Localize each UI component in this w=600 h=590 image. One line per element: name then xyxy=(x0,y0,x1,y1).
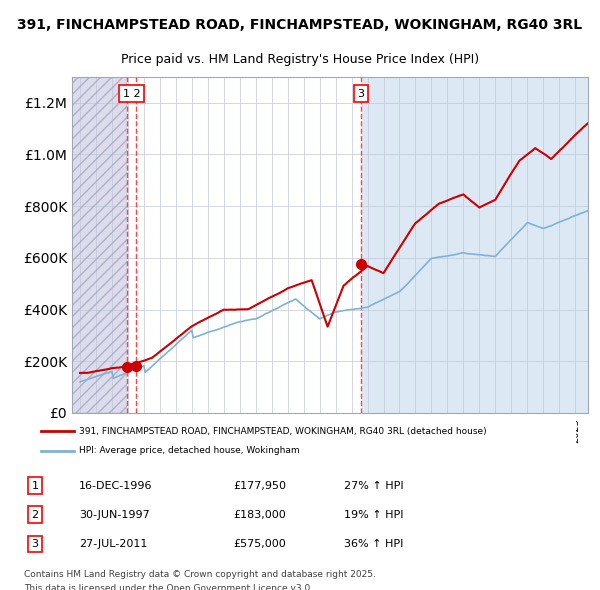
391, FINCHAMPSTEAD ROAD, FINCHAMPSTEAD, WOKINGHAM, RG40 3RL (detached house) xyxy=(352,272,359,279)
FancyBboxPatch shape xyxy=(0,406,600,477)
Text: 1: 1 xyxy=(32,481,38,490)
Text: 391, FINCHAMPSTEAD ROAD, FINCHAMPSTEAD, WOKINGHAM, RG40 3RL: 391, FINCHAMPSTEAD ROAD, FINCHAMPSTEAD, … xyxy=(17,18,583,32)
Text: £575,000: £575,000 xyxy=(234,539,287,549)
Text: 16-DEC-1996: 16-DEC-1996 xyxy=(79,481,152,490)
HPI: Average price, detached house, Wokingham: (2e+03, 3.51e+05): Average price, detached house, Wokingham… xyxy=(235,319,242,326)
Text: Contains HM Land Registry data © Crown copyright and database right 2025.: Contains HM Land Registry data © Crown c… xyxy=(24,570,376,579)
Text: This data is licensed under the Open Government Licence v3.0.: This data is licensed under the Open Gov… xyxy=(24,584,313,590)
Text: 2: 2 xyxy=(31,510,38,520)
Text: HPI: Average price, detached house, Wokingham: HPI: Average price, detached house, Woki… xyxy=(79,446,300,455)
Line: 391, FINCHAMPSTEAD ROAD, FINCHAMPSTEAD, WOKINGHAM, RG40 3RL (detached house): 391, FINCHAMPSTEAD ROAD, FINCHAMPSTEAD, … xyxy=(80,123,589,373)
Bar xyxy=(72,77,127,413)
Text: 30-JUN-1997: 30-JUN-1997 xyxy=(79,510,150,520)
391, FINCHAMPSTEAD ROAD, FINCHAMPSTEAD, WOKINGHAM, RG40 3RL (detached house) xyxy=(404,232,411,239)
Text: 36% ↑ HPI: 36% ↑ HPI xyxy=(344,539,404,549)
391, FINCHAMPSTEAD ROAD, FINCHAMPSTEAD, WOKINGHAM, RG40 3RL (detached house) xyxy=(439,199,446,206)
Text: 3: 3 xyxy=(357,88,364,99)
Text: £183,000: £183,000 xyxy=(234,510,287,520)
391, FINCHAMPSTEAD ROAD, FINCHAMPSTEAD, WOKINGHAM, RG40 3RL (detached house) xyxy=(429,205,436,212)
Bar xyxy=(361,77,588,413)
HPI: Average price, detached house, Wokingham: (2.01e+03, 4.02e+05): Average price, detached house, Wokingham… xyxy=(352,306,359,313)
HPI: Average price, detached house, Wokingham: (2.02e+03, 5.99e+05): Average price, detached house, Wokingham… xyxy=(429,254,436,261)
Text: 1 2: 1 2 xyxy=(123,88,140,99)
Text: 27% ↑ HPI: 27% ↑ HPI xyxy=(344,481,404,490)
HPI: Average price, detached house, Wokingham: (1.99e+03, 1.21e+05): Average price, detached house, Wokingham… xyxy=(76,378,83,385)
HPI: Average price, detached house, Wokingham: (2.03e+03, 7.83e+05): Average price, detached house, Wokingham… xyxy=(585,207,592,214)
HPI: Average price, detached house, Wokingham: (2.01e+03, 5e+05): Average price, detached house, Wokingham… xyxy=(404,280,411,287)
Text: 391, FINCHAMPSTEAD ROAD, FINCHAMPSTEAD, WOKINGHAM, RG40 3RL (detached house): 391, FINCHAMPSTEAD ROAD, FINCHAMPSTEAD, … xyxy=(79,427,487,436)
Line: HPI: Average price, detached house, Wokingham: HPI: Average price, detached house, Woki… xyxy=(80,211,589,382)
Bar xyxy=(72,77,127,413)
Bar xyxy=(127,77,361,413)
Text: 3: 3 xyxy=(32,539,38,549)
Text: Price paid vs. HM Land Registry's House Price Index (HPI): Price paid vs. HM Land Registry's House … xyxy=(121,53,479,66)
391, FINCHAMPSTEAD ROAD, FINCHAMPSTEAD, WOKINGHAM, RG40 3RL (detached house) xyxy=(76,369,83,376)
Text: £177,950: £177,950 xyxy=(234,481,287,490)
Text: 27-JUL-2011: 27-JUL-2011 xyxy=(79,539,148,549)
391, FINCHAMPSTEAD ROAD, FINCHAMPSTEAD, WOKINGHAM, RG40 3RL (detached house) xyxy=(176,332,184,339)
Text: 19% ↑ HPI: 19% ↑ HPI xyxy=(344,510,404,520)
391, FINCHAMPSTEAD ROAD, FINCHAMPSTEAD, WOKINGHAM, RG40 3RL (detached house) xyxy=(585,119,592,126)
HPI: Average price, detached house, Wokingham: (2.02e+03, 6.04e+05): Average price, detached house, Wokingham… xyxy=(439,253,446,260)
391, FINCHAMPSTEAD ROAD, FINCHAMPSTEAD, WOKINGHAM, RG40 3RL (detached house) xyxy=(235,306,242,313)
HPI: Average price, detached house, Wokingham: (2e+03, 2.79e+05): Average price, detached house, Wokingham… xyxy=(176,337,184,345)
